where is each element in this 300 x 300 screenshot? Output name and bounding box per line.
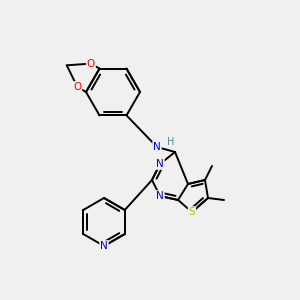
Text: N: N — [100, 241, 108, 251]
Text: O: O — [87, 58, 95, 69]
Text: N: N — [153, 142, 161, 152]
Text: N: N — [156, 159, 164, 169]
Text: H: H — [167, 137, 175, 147]
Text: O: O — [73, 82, 82, 92]
Text: S: S — [189, 207, 195, 217]
Text: N: N — [156, 191, 164, 201]
